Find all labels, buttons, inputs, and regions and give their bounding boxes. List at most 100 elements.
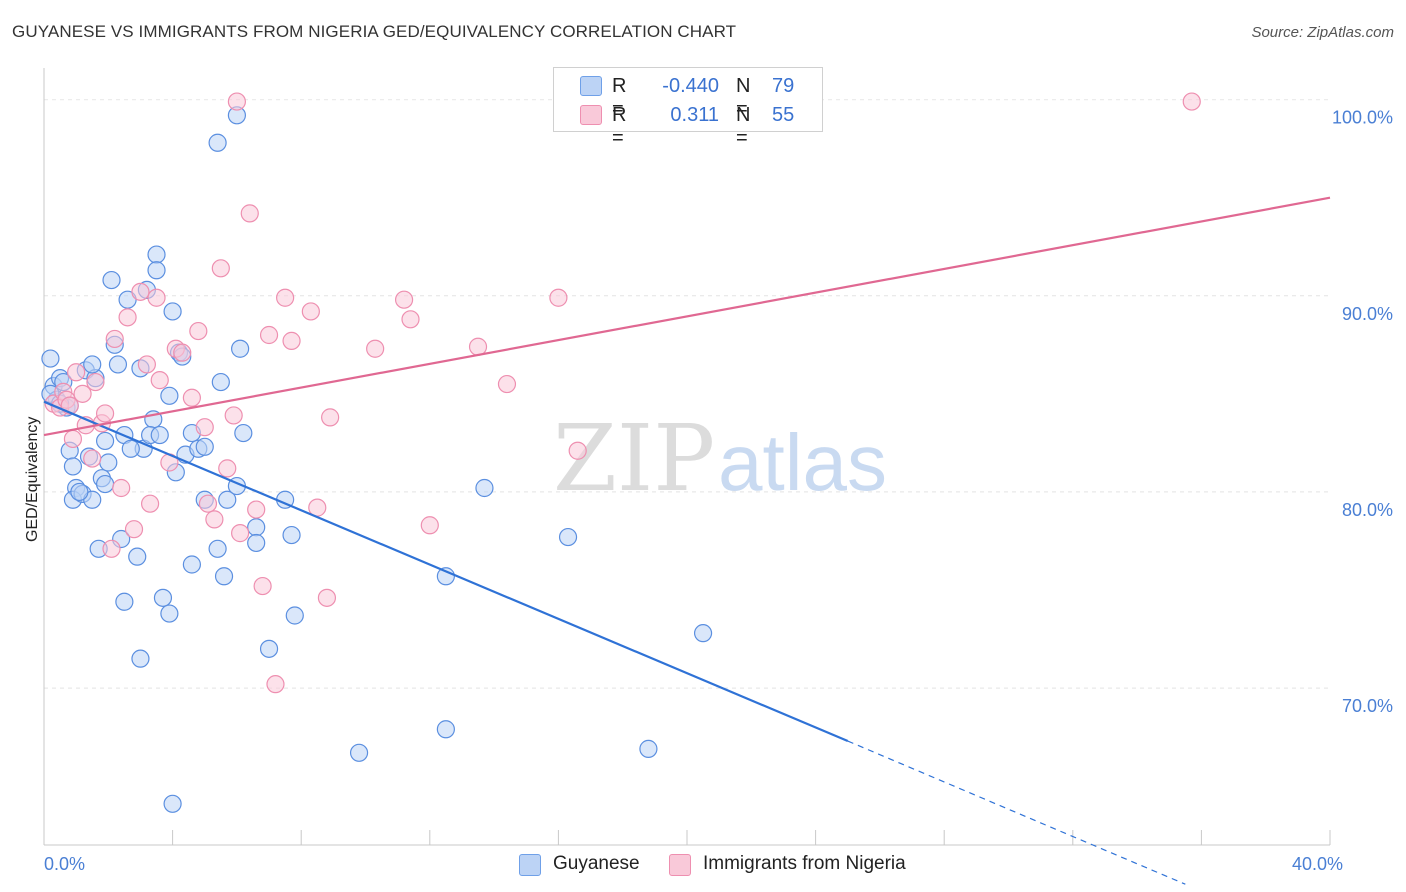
correlation-legend: R = -0.440 N = 79 R = 0.311 N = 55 (553, 67, 823, 149)
nigeria-point (173, 343, 192, 362)
trend-lines (43, 196, 1331, 885)
guyanese-point (285, 606, 304, 625)
nigeria-point (321, 408, 340, 427)
nigeria-point (276, 288, 295, 307)
legend-swatch-nigeria (580, 105, 602, 125)
nigeria-point (150, 371, 169, 390)
nigeria-point (394, 290, 414, 309)
guyanese-point (282, 525, 301, 545)
nigeria-point (195, 418, 214, 437)
guyanese-point (558, 527, 578, 547)
gridlines (44, 99, 1330, 689)
guyanese-point (83, 355, 102, 374)
guyanese-point (247, 518, 266, 537)
nigeria-point (63, 429, 83, 449)
legend-r-value: -0.440 (662, 75, 719, 97)
guyanese-point (349, 743, 369, 762)
nigeria-point (102, 539, 121, 558)
nigeria-point (240, 204, 259, 223)
legend-label-nigeria: Immigrants from Nigeria (703, 853, 906, 874)
nigeria-point (83, 449, 102, 468)
nigeria-point (147, 288, 166, 307)
guyanese-point (147, 261, 166, 280)
watermark-atlas: atlas (718, 418, 887, 507)
nigeria-point (131, 282, 150, 301)
guyanese-point (231, 339, 250, 358)
guyanese-point (70, 482, 89, 502)
guyanese-point (234, 423, 253, 443)
guyanese-point (102, 270, 121, 290)
guyanese-point (214, 567, 234, 586)
guyanese-point (63, 457, 83, 476)
nigeria-point (253, 576, 272, 596)
guyanese-point (436, 720, 455, 739)
guyanese-point (247, 533, 266, 553)
nigeria-point (189, 321, 208, 341)
nigeria-point (86, 372, 105, 392)
nigeria-point (95, 404, 115, 423)
nigeria-point (317, 588, 337, 607)
nigeria-point (497, 374, 517, 394)
legend-r-value: 0.311 (670, 104, 719, 126)
legend-n-label: N = (736, 104, 751, 149)
guyanese-point (150, 425, 169, 445)
nigeria-point (224, 406, 243, 425)
chart-title: GUYANESE VS IMMIGRANTS FROM NIGERIA GED/… (12, 22, 737, 41)
guyanese-point (160, 386, 179, 405)
y-tick-label: 70.0% (1342, 696, 1393, 716)
nigeria-point (401, 310, 420, 329)
nigeria-point (118, 308, 137, 327)
guyanese-point (218, 490, 237, 509)
legend-n-label: N = (736, 75, 751, 120)
nigeria-point (198, 494, 218, 513)
nigeria-point (366, 339, 385, 358)
legend-r-label: R = (612, 75, 627, 120)
guyanese-point (639, 739, 658, 758)
guyanese-point (182, 555, 201, 574)
x-tick-label: 0.0% (44, 854, 85, 874)
guyanese-point (208, 133, 227, 152)
guyanese-point (693, 624, 713, 643)
nigeria-point (137, 355, 156, 374)
y-tick-label: 100.0% (1332, 108, 1393, 128)
watermark: ZIP atlas (553, 405, 887, 512)
guyanese-point (259, 639, 279, 658)
nigeria-point (247, 500, 266, 519)
guyanese-point (211, 372, 230, 392)
guyanese-point (153, 588, 173, 607)
series-legend: Guyanese Immigrants from Nigeria (0, 852, 1406, 878)
guyanese-point (99, 453, 118, 472)
guyanese-point (95, 474, 115, 494)
legend-n-value: 79 (772, 75, 795, 97)
guyanese-point (128, 547, 147, 566)
nigeria-trend-line (43, 196, 1331, 437)
guyanese-point (147, 245, 166, 264)
guyanese-point (41, 349, 60, 368)
guyanese-trend-line (43, 400, 849, 743)
legend-swatch-guyanese (519, 854, 541, 876)
data-points (41, 92, 1201, 813)
nigeria-point (420, 516, 439, 535)
nigeria-point (301, 302, 320, 321)
nigeria-point (73, 384, 92, 403)
y-axis-label: GED/Equivalency (24, 417, 41, 542)
guyanese-point (160, 604, 179, 623)
legend-swatch-nigeria (669, 854, 691, 876)
nigeria-point (568, 441, 587, 460)
guyanese-point (208, 539, 227, 558)
legend-label-guyanese: Guyanese (553, 853, 640, 874)
guyanese-point (163, 302, 182, 321)
nigeria-point (549, 288, 568, 307)
guyanese-point (108, 355, 128, 374)
nigeria-point (124, 520, 144, 539)
guyanese-point (115, 592, 134, 611)
nigeria-point (282, 331, 301, 350)
nigeria-point (231, 524, 250, 543)
guyanese-point (121, 439, 140, 458)
nigeria-point (205, 510, 224, 529)
nigeria-point (218, 459, 237, 478)
guyanese-point (475, 478, 494, 498)
nigeria-point (1182, 92, 1201, 111)
y-tick-label: 90.0% (1342, 304, 1393, 324)
